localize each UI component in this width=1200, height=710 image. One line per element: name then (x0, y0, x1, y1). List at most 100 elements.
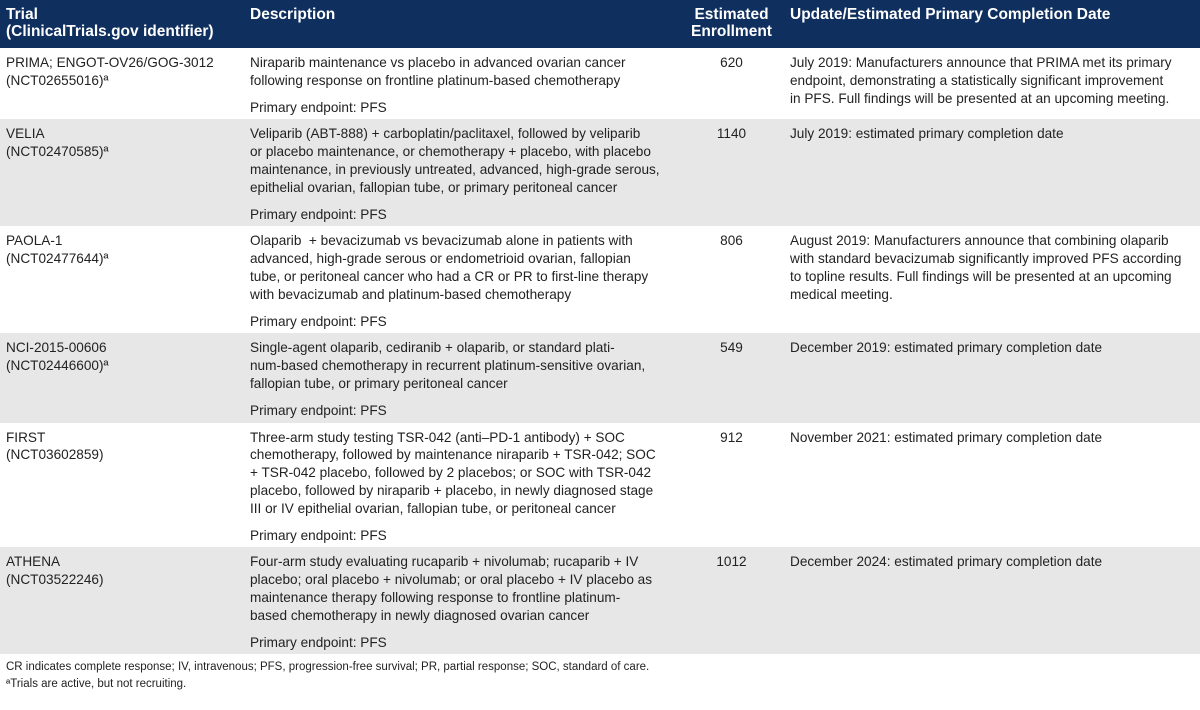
footnotes: CR indicates complete response; IV, intr… (0, 654, 1200, 693)
enrollment-text: 912 (720, 429, 743, 445)
description-text: Olaparib + bevacizumab vs bevacizumab al… (250, 233, 633, 249)
endpoint-text: Primary endpoint: PFS (250, 313, 387, 329)
trial-cell: NCI-2015-00606 (NCT02446600)ª (0, 339, 250, 419)
trial-cell: PAOLA-1 (NCT02477644)ª (0, 232, 250, 330)
header-cell: Update/Estimated Primary Completion Date (780, 6, 1200, 48)
enrollment-cell: 1012 (683, 553, 780, 651)
trial-cell: PRIMA; ENGOT-OV26/GOG-3012 (NCT02655016)ª (0, 54, 250, 116)
update-text: July 2019: estimated primary completion … (790, 126, 1064, 142)
header-cell: Estimated Enrollment (683, 6, 780, 48)
description-text: maintenance, in previously untreated, ad… (250, 161, 660, 177)
trial-text: VELIA (6, 126, 45, 142)
description-text: tube, or peritoneal cancer who had a CR … (250, 268, 649, 284)
update-text: to topline results. Full findings will b… (790, 268, 1172, 284)
trial-text: (NCT02655016)ª (6, 72, 109, 88)
trial-text: (NCT02470585)ª (6, 144, 109, 160)
update-cell: July 2019: estimated primary completion … (780, 125, 1200, 223)
description-text: or placebo maintenance, or chemotherapy … (250, 144, 651, 160)
header-cell: Description (250, 6, 683, 48)
header-text: Estimated (694, 6, 769, 23)
header-text: Enrollment (691, 23, 772, 40)
footnote: ªTrials are active, but not recruiting. (6, 678, 187, 691)
trial-cell: FIRST (NCT03602859) (0, 429, 250, 545)
trial-text: PRIMA; ENGOT-OV26/GOG-3012 (6, 55, 214, 70)
update-text: December 2019: estimated primary complet… (790, 340, 1103, 356)
description-cell: Olaparib + bevacizumab vs bevacizumab al… (250, 232, 683, 330)
header-text: Trial (6, 6, 38, 23)
description-text: num-based chemotherapy in recurrent plat… (250, 358, 646, 374)
trial-text: (NCT03602859) (6, 447, 104, 463)
description-cell: Veliparib (ABT-888) + carboplatin/paclit… (250, 125, 683, 223)
description-cell: Niraparib maintenance vs placebo in adva… (250, 54, 683, 116)
description-cell: Three-arm study testing TSR-042 (anti–PD… (250, 429, 683, 545)
enrollment-cell: 549 (683, 339, 780, 419)
description-text: placebo, followed by niraparib + placebo… (250, 482, 654, 498)
enrollment-text: 1012 (716, 554, 747, 570)
description-text: fallopian tube, or primary peritoneal ca… (250, 375, 508, 391)
enrollment-text: 620 (720, 55, 743, 70)
endpoint-text: Primary endpoint: PFS (250, 527, 387, 543)
trial-text: PAOLA-1 (6, 233, 63, 249)
update-cell: December 2024: estimated primary complet… (780, 553, 1200, 651)
update-text: November 2021: estimated primary complet… (790, 429, 1103, 445)
description-text: based chemotherapy in newly diagnosed ov… (250, 607, 590, 623)
update-cell: August 2019: Manufacturers announce that… (780, 232, 1200, 330)
update-cell: July 2019: Manufacturers announce that P… (780, 54, 1200, 116)
footnote: CR indicates complete response; IV, intr… (6, 661, 650, 674)
update-text: July 2019: Manufacturers announce that P… (790, 55, 1172, 70)
header-text: Description (250, 6, 336, 23)
description-text: Three-arm study testing TSR-042 (anti–PD… (250, 429, 625, 445)
header-cell: Trial (ClinicalTrials.gov identifier) (0, 6, 250, 48)
description-text: chemotherapy, followed by maintenance ni… (250, 447, 656, 463)
description-cell: Single-agent olaparib, cediranib + olapa… (250, 339, 683, 419)
endpoint-text: Primary endpoint: PFS (250, 206, 387, 222)
update-cell: December 2019: estimated primary complet… (780, 339, 1200, 419)
description-cell: Four-arm study evaluating rucaparib + ni… (250, 553, 683, 651)
enrollment-text: 806 (720, 233, 743, 249)
description-text: epithelial ovarian, fallopian tube, or p… (250, 179, 618, 195)
endpoint-text: Primary endpoint: PFS (250, 99, 387, 115)
description-text: + TSR-042 placebo, followed by 2 placebo… (250, 465, 652, 481)
trial-text: (NCT03522246) (6, 572, 104, 588)
enrollment-cell: 912 (683, 429, 780, 545)
table-row: FIRST (NCT03602859) Three-arm study testin… (0, 423, 1200, 548)
description-text: maintenance therapy following response t… (250, 589, 621, 605)
update-text: August 2019: Manufacturers announce that… (790, 233, 1169, 249)
update-text: with standard bevacizumab significantly … (790, 251, 1182, 267)
table-row: VELIA (NCT02470585)ª Veliparib (ABT-888) +… (0, 119, 1200, 227)
header-text: Update/Estimated Primary Completion Date (790, 6, 1111, 23)
trial-cell: ATHENA (NCT03522246) (0, 553, 250, 651)
trial-text: NCI-2015-00606 (6, 340, 107, 356)
update-text: December 2024: estimated primary complet… (790, 554, 1103, 570)
enrollment-text: 549 (720, 340, 743, 356)
trial-text: (NCT02477644)ª (6, 251, 109, 267)
trial-text: FIRST (6, 429, 46, 445)
description-text: with bevacizumab and platinum-based chem… (250, 286, 572, 302)
table-row: PAOLA-1 (NCT02477644)ª Olaparib + bevacizu… (0, 226, 1200, 333)
trials-table: Trial (ClinicalTrials.gov identifier) Desc… (0, 0, 1200, 655)
table-row: NCI-2015-00606 (NCT02446600)ª Single-agent… (0, 333, 1200, 423)
table-row: PRIMA; ENGOT-OV26/GOG-3012 (NCT02655016)ª… (0, 48, 1200, 119)
description-text: III or IV epithelial ovarian, fallopian … (250, 500, 616, 516)
update-text: in PFS. Full findings will be presented … (790, 90, 1170, 106)
endpoint-text: Primary endpoint: PFS (250, 634, 387, 650)
enrollment-cell: 1140 (683, 125, 780, 223)
description-text: following response on frontline platinum… (250, 72, 621, 88)
description-text: advanced, high-grade serous or endometri… (250, 251, 631, 267)
enrollment-cell: 806 (683, 232, 780, 330)
trial-cell: VELIA (NCT02470585)ª (0, 125, 250, 223)
update-text: endpoint, demonstrating a statistically … (790, 72, 1164, 88)
description-text: Single-agent olaparib, cediranib + olapa… (250, 340, 615, 356)
description-text: Four-arm study evaluating rucaparib + ni… (250, 554, 639, 570)
description-text: Veliparib (ABT-888) + carboplatin/paclit… (250, 126, 641, 142)
enrollment-cell: 620 (683, 54, 780, 116)
enrollment-text: 1140 (716, 126, 747, 142)
table-row: ATHENA (NCT03522246) Four-arm study evalua… (0, 547, 1200, 655)
description-text: placebo; oral placebo + nivolumab; or or… (250, 572, 653, 588)
endpoint-text: Primary endpoint: PFS (250, 402, 387, 418)
description-text: Niraparib maintenance vs placebo in adva… (250, 55, 626, 70)
update-cell: November 2021: estimated primary complet… (780, 429, 1200, 545)
trial-text: (NCT02446600)ª (6, 358, 109, 374)
update-text: medical meeting. (790, 286, 893, 302)
